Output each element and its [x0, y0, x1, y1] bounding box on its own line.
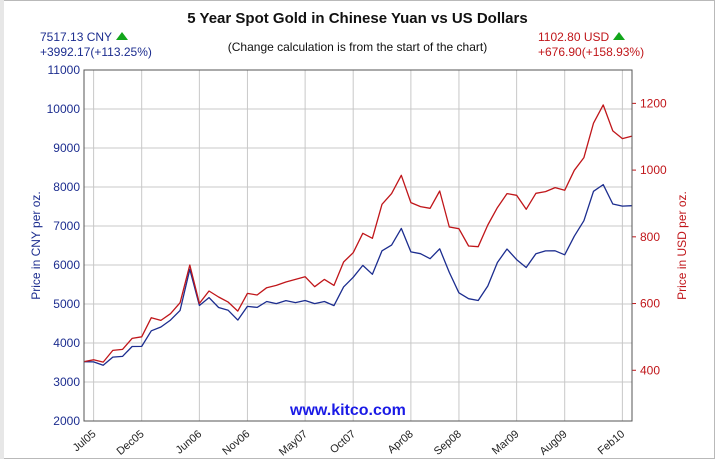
x-tick-label: Sep08 [432, 428, 464, 458]
x-tick-label: Apr08 [386, 428, 416, 456]
left-tick-label: 4000 [53, 336, 80, 350]
usd-price: 1102.80 USD [538, 30, 610, 44]
left-tick-label: 6000 [53, 258, 80, 272]
chart-subtitle: (Change calculation is from the start of… [227, 40, 488, 54]
cny-change: +3992.17(+113.25%) [40, 45, 152, 59]
y-left-axis-label: Price in CNY per oz. [29, 191, 43, 300]
left-tick-label: 9000 [53, 141, 80, 155]
right-tick-label: 1200 [640, 96, 667, 110]
chart-title: 5 Year Spot Gold in Chinese Yuan vs US D… [187, 10, 528, 27]
left-tick-label: 10000 [47, 102, 81, 116]
plot-area [84, 70, 632, 421]
right-tick-label: 400 [640, 363, 660, 377]
x-tick-label: Dec05 [115, 428, 147, 458]
website-link[interactable]: www.kitco.com [290, 402, 406, 419]
cny-stats: 7517.13 CNY +3992.17(+113.25%) [40, 30, 152, 60]
x-tick-label: Mar09 [490, 428, 522, 457]
left-tick-label: 5000 [53, 297, 80, 311]
left-tick-label: 7000 [53, 219, 80, 233]
usd-stats: 1102.80 USD +676.90(+158.93%) [538, 30, 644, 60]
x-tick-label: Jul05 [71, 428, 99, 454]
up-triangle-icon [116, 32, 129, 40]
left-tick-label: 8000 [53, 180, 80, 194]
left-edge-strip [0, 0, 4, 459]
cny-series-line [83, 183, 633, 366]
left-tick-label: 3000 [53, 375, 80, 389]
left-tick-label: 2000 [53, 414, 80, 428]
x-tick-label: Feb10 [596, 428, 628, 457]
plot-border [83, 69, 633, 422]
x-tick-label: May07 [277, 428, 310, 458]
cny-price: 7517.13 CNY [40, 30, 113, 44]
x-tick-label: Jun06 [174, 428, 205, 456]
right-tick-label: 800 [640, 230, 660, 244]
right-tick-label: 600 [640, 297, 660, 311]
x-tick-label: Oct07 [328, 428, 358, 456]
y-right-axis-label: Price in USD per oz. [675, 191, 689, 300]
up-triangle-icon [613, 32, 626, 40]
x-tick-label: Nov06 [220, 428, 252, 458]
x-tick-label: Aug09 [538, 428, 570, 458]
usd-series-line [83, 104, 633, 363]
left-tick-label: 11000 [48, 63, 81, 77]
right-tick-label: 1000 [640, 163, 667, 177]
usd-change: +676.90(+158.93%) [538, 45, 645, 59]
